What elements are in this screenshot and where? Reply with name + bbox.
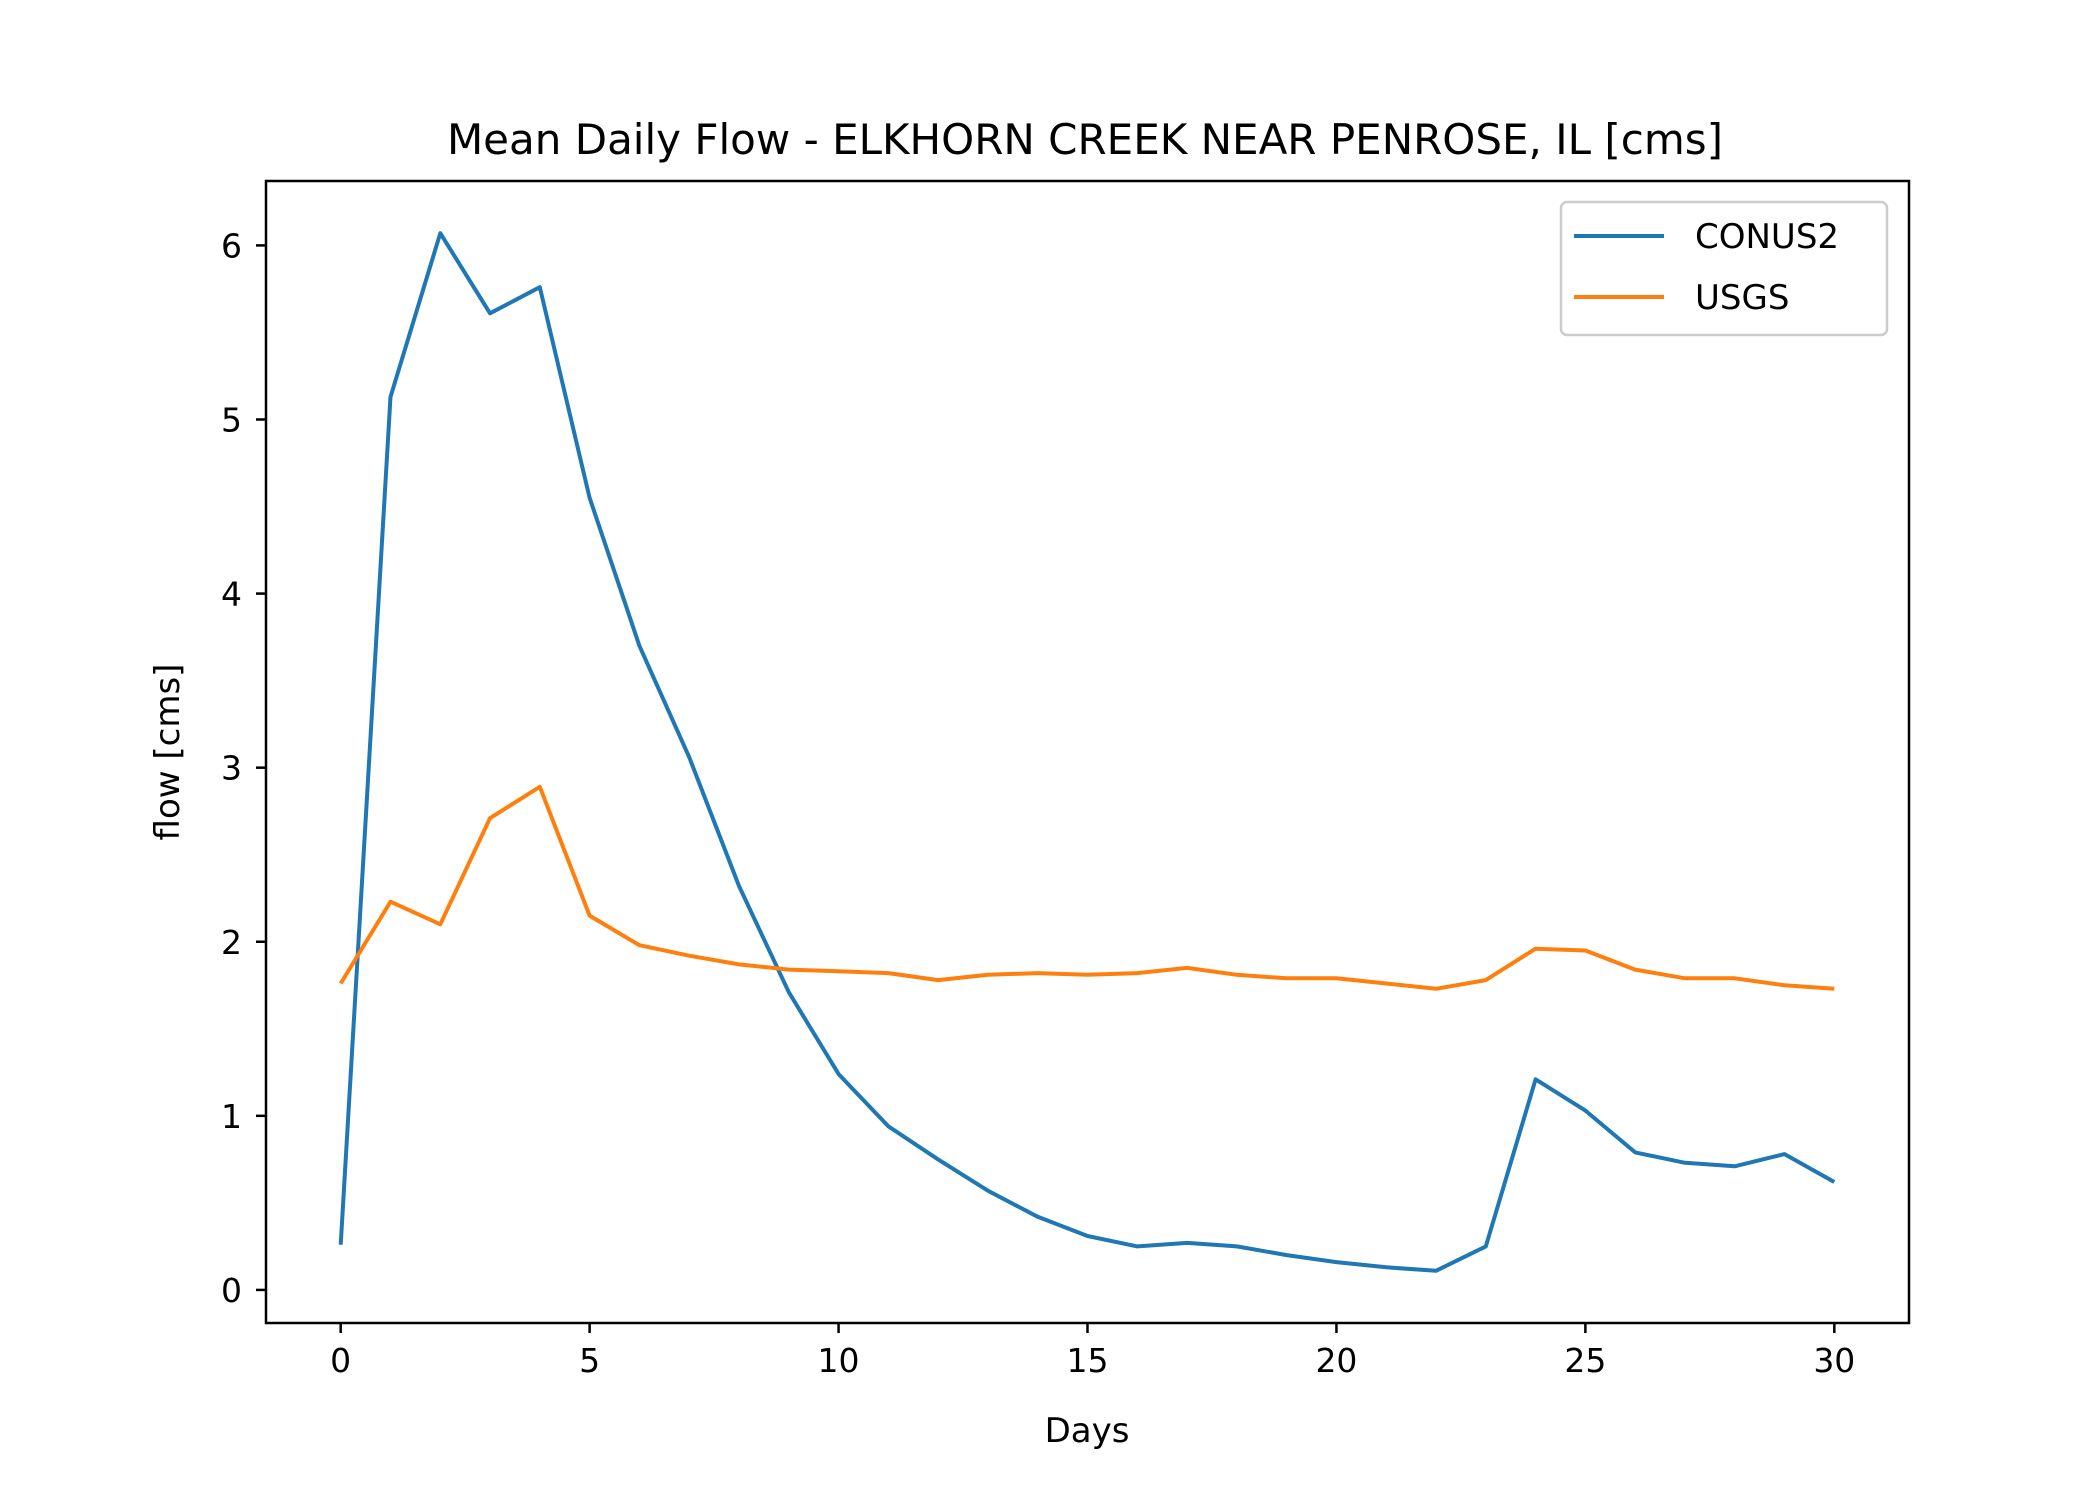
- plot-area: [338, 231, 1836, 1273]
- chart-title: Mean Daily Flow - ELKHORN CREEK NEAR PEN…: [447, 115, 1723, 164]
- x-tick-label: 0: [330, 1341, 351, 1380]
- x-tick-label: 10: [818, 1341, 860, 1380]
- legend-label-usgs: USGS: [1695, 278, 1789, 318]
- y-tick-label: 0: [221, 1271, 242, 1310]
- y-tick-label: 1: [221, 1097, 242, 1136]
- x-tick-label: 15: [1067, 1341, 1109, 1380]
- x-axis: 0 5 10 15 20 25 30: [330, 1323, 1855, 1380]
- plot-frame: [264, 179, 1911, 1325]
- y-tick-label: 5: [221, 400, 242, 439]
- series-line-conus2: [338, 231, 1836, 1273]
- legend-label-conus2: CONUS2: [1695, 217, 1839, 257]
- y-axis: 0 1 2 3 4 5 6: [221, 226, 266, 1310]
- y-tick-label: 2: [221, 923, 242, 962]
- y-tick-label: 6: [221, 226, 242, 265]
- series-line-usgs: [338, 784, 1835, 991]
- x-axis-label: Days: [1045, 1411, 1130, 1451]
- x-tick-label: 20: [1315, 1341, 1357, 1380]
- x-tick-label: 30: [1813, 1341, 1855, 1380]
- y-tick-label: 3: [221, 749, 242, 788]
- x-tick-label: 5: [579, 1341, 600, 1380]
- y-axis-label: flow [cms]: [148, 664, 188, 841]
- y-tick-label: 4: [221, 575, 242, 614]
- legend: CONUS2 USGS: [1559, 200, 1889, 337]
- x-tick-label: 25: [1564, 1341, 1606, 1380]
